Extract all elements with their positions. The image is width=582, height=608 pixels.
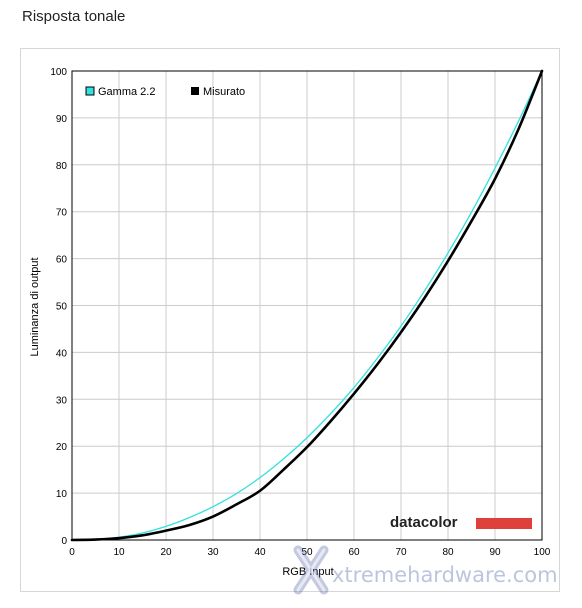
y-tick-label: 20 xyxy=(56,442,68,453)
measured-curve-line xyxy=(70,69,544,542)
x-tick-label: 10 xyxy=(113,547,125,558)
watermark: xtremehardware.com xyxy=(293,545,558,595)
legend-label-gamma: Gamma 2.2 xyxy=(98,86,155,98)
x-tick-label: 40 xyxy=(254,547,266,558)
legend-label-measured: Misurato xyxy=(203,86,245,98)
x-tick-label: 100 xyxy=(534,547,551,558)
y-tick-label: 50 xyxy=(56,302,68,313)
watermark-x-icon xyxy=(293,545,329,595)
x-tick-label: 20 xyxy=(160,547,172,558)
x-tick-label: 50 xyxy=(301,547,313,558)
legend-swatch-gamma xyxy=(85,86,95,96)
x-tick-label: 90 xyxy=(489,547,501,558)
legend-item-gamma: Gamma 2.2 xyxy=(85,86,155,98)
x-tick-label: 30 xyxy=(207,547,219,558)
y-tick-label: 70 xyxy=(56,208,68,219)
y-tick-label: 40 xyxy=(56,348,68,359)
legend: Gamma 2.2 Misurato xyxy=(85,86,245,98)
y-tick-label: 80 xyxy=(56,161,68,172)
x-tick-label: 70 xyxy=(395,547,407,558)
grid xyxy=(71,70,543,541)
plot-frame xyxy=(71,70,543,541)
y-tick-label: 30 xyxy=(56,395,68,406)
y-tick-label: 90 xyxy=(56,114,68,125)
datacolor-logo-text: datacolor xyxy=(390,514,458,531)
x-tick-label: 0 xyxy=(69,547,75,558)
y-tick-label: 60 xyxy=(56,255,68,266)
tick-labels: 0 10 20 30 40 50 60 70 80 90 100 0 10 20 30 40 50 60 70 80 9… xyxy=(50,67,550,558)
legend-item-measured: Misurato xyxy=(191,86,245,98)
legend-swatch-measured xyxy=(191,87,199,95)
y-axis-label: Luminanza di output xyxy=(29,257,41,356)
page-title: Risposta tonale xyxy=(22,8,126,25)
watermark-text: xtremehardware.com xyxy=(332,563,558,587)
gamma-curve-line xyxy=(71,70,543,541)
datacolor-logo-bar xyxy=(476,518,532,529)
y-tick-label: 0 xyxy=(61,536,67,547)
y-tick-label: 10 xyxy=(56,489,68,500)
datacolor-logo: datacolor xyxy=(390,514,532,531)
chart-panel: 0 10 20 30 40 50 60 70 80 90 100 0 10 20 30 40 50 60 70 80 9… xyxy=(20,48,560,592)
x-tick-label: 60 xyxy=(348,547,360,558)
tonal-response-chart: 0 10 20 30 40 50 60 70 80 90 100 0 10 20 30 40 50 60 70 80 9… xyxy=(29,67,551,578)
x-tick-label: 80 xyxy=(442,547,454,558)
y-tick-label: 100 xyxy=(50,67,67,78)
series-layer xyxy=(70,69,544,542)
